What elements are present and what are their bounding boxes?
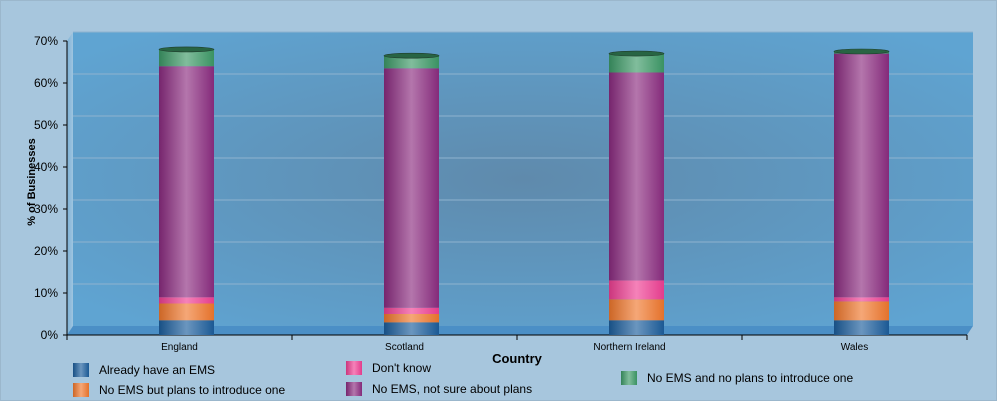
bar-segment	[609, 280, 664, 299]
bar-top-cap	[159, 47, 214, 52]
x-tick-label: Northern Ireland	[593, 342, 665, 353]
legend-item: No EMS, not sure about plans	[346, 382, 532, 396]
bar-segment	[159, 320, 214, 335]
bar-segment	[609, 320, 664, 335]
bar-segment	[834, 297, 889, 301]
legend-label: Already have an EMS	[99, 363, 215, 377]
bar-segment	[609, 73, 664, 281]
bar-segment	[384, 68, 439, 307]
bar-segment	[159, 304, 214, 321]
y-tick-label: 10%	[34, 286, 58, 300]
bar-segment	[384, 308, 439, 314]
legend-swatch	[346, 361, 362, 375]
x-tick-marks	[67, 335, 967, 340]
bar-stack	[834, 49, 889, 335]
legend-swatch	[73, 363, 89, 377]
legend-label: Don't know	[372, 361, 431, 375]
legend-swatch	[621, 371, 637, 385]
y-axis: 0%10%20%30%40%50%60%70% % of Businesses	[26, 34, 67, 342]
bar-segment	[834, 301, 889, 320]
y-tick-label: 60%	[34, 76, 58, 90]
bar-stack	[609, 51, 664, 335]
bar-top-cap	[834, 49, 889, 54]
x-tick-label: Wales	[841, 342, 868, 353]
plot-left-wall	[67, 32, 73, 335]
bar-segment	[159, 297, 214, 303]
y-axis-title: % of Businesses	[26, 138, 38, 225]
legend: Already have an EMS No EMS but plans to i…	[73, 361, 853, 397]
x-axis-title: Country	[492, 351, 543, 366]
bar-segment	[834, 320, 889, 335]
legend-label: No EMS but plans to introduce one	[99, 383, 285, 397]
x-axis: England Scotland Northern Ireland Wales Cou…	[67, 335, 967, 366]
y-tick-label: 50%	[34, 118, 58, 132]
bar-segment	[834, 54, 889, 298]
y-tick-label: 0%	[41, 328, 59, 342]
y-tick-label: 70%	[34, 34, 58, 48]
y-tick-label: 20%	[34, 244, 58, 258]
bar-segment	[609, 54, 664, 73]
x-tick-label: Scotland	[385, 342, 424, 353]
legend-swatch	[346, 382, 362, 396]
legend-swatch	[73, 383, 89, 397]
legend-item: No EMS but plans to introduce one	[73, 383, 285, 397]
legend-label: No EMS and no plans to introduce one	[647, 371, 853, 385]
bar-segment	[159, 66, 214, 297]
bar-segment	[384, 314, 439, 322]
legend-item: Already have an EMS	[73, 363, 215, 377]
y-tick-labels: 0%10%20%30%40%50%60%70%	[34, 34, 67, 342]
x-tick-label: England	[161, 342, 198, 353]
legend-item: No EMS and no plans to introduce one	[621, 371, 853, 385]
bar-segment	[384, 322, 439, 335]
bar-top-cap	[384, 53, 439, 58]
bar-stack	[384, 53, 439, 335]
bar-top-cap	[609, 51, 664, 56]
legend-label: No EMS, not sure about plans	[372, 382, 532, 396]
bar-stack	[159, 47, 214, 335]
legend-item: Don't know	[346, 361, 431, 375]
bar-segment	[609, 299, 664, 320]
